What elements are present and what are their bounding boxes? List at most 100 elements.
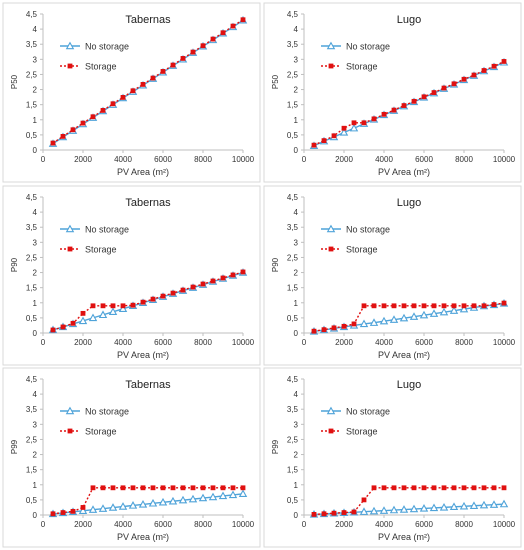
y-tick-label: 3,5	[26, 223, 38, 232]
y-tick-label: 4,5	[26, 193, 38, 202]
storage-point	[341, 323, 347, 329]
storage-point	[381, 485, 387, 491]
storage-point	[461, 76, 467, 82]
legend-no-storage-marker	[65, 224, 75, 233]
no-storage-point	[419, 504, 429, 512]
storage-point	[351, 321, 357, 327]
storage-point	[50, 327, 56, 333]
storage-point	[180, 287, 186, 293]
y-tick-label: 1,5	[26, 101, 38, 110]
no-storage-point	[78, 506, 88, 514]
legend-storage-label: Storage	[85, 427, 117, 437]
legend-storage-marker	[67, 63, 73, 69]
y-tick-label: 2,5	[287, 70, 299, 79]
x-tick-label: 6000	[154, 155, 172, 164]
x-tick-label: 10000	[232, 520, 255, 529]
y-tick-label: 0,5	[287, 314, 299, 323]
storage-point	[321, 327, 327, 333]
y-tick-label: 0,5	[26, 496, 38, 505]
storage-point	[180, 56, 186, 61]
no-storage-point	[158, 497, 168, 506]
storage-point	[140, 82, 146, 87]
storage-point	[461, 303, 467, 309]
y-tick-label: 2	[294, 269, 299, 278]
storage-point	[150, 485, 156, 491]
x-tick-label: 10000	[232, 155, 255, 164]
storage-point	[441, 85, 447, 91]
no-storage-point	[359, 319, 369, 328]
storage-point	[210, 485, 216, 491]
no-storage-point	[98, 504, 108, 512]
panel-border	[263, 2, 522, 183]
legend-storage-label: Storage	[346, 427, 378, 437]
x-axis-label: PV Area (m²)	[117, 350, 169, 360]
panel-border	[263, 367, 522, 548]
legend-storage-marker	[328, 246, 334, 252]
storage-point	[341, 125, 347, 131]
y-tick-label: 3	[294, 55, 299, 64]
no-storage-point	[409, 504, 419, 513]
legend-no-storage-marker	[326, 41, 336, 50]
storage-point	[361, 303, 367, 309]
x-tick-label: 8000	[455, 155, 473, 164]
storage-point	[481, 68, 487, 73]
no-storage-point	[389, 505, 399, 514]
no-storage-point	[409, 312, 419, 320]
no-storage-point	[449, 306, 459, 314]
storage-point	[391, 485, 397, 491]
no-storage-point	[128, 501, 138, 509]
y-tick-label: 4,5	[287, 10, 299, 19]
storage-point	[361, 120, 367, 126]
y-axis-label: P90	[271, 257, 280, 272]
y-tick-label: 2	[33, 86, 38, 95]
y-tick-label: 4	[33, 390, 38, 399]
storage-point	[331, 325, 337, 331]
storage-point	[361, 497, 367, 503]
storage-point	[110, 485, 116, 491]
storage-point	[441, 485, 447, 491]
no-storage-point	[479, 500, 489, 509]
x-tick-label: 10000	[232, 338, 255, 347]
storage-point	[351, 120, 357, 126]
storage-point	[170, 485, 176, 491]
y-tick-label: 3,5	[26, 40, 38, 49]
no-storage-point	[148, 498, 158, 507]
y-axis-label: P50	[271, 74, 280, 89]
storage-point	[431, 485, 437, 491]
storage-point	[160, 69, 166, 74]
no-storage-point	[108, 307, 118, 316]
storage-point	[421, 94, 427, 100]
storage-point	[110, 303, 116, 309]
y-tick-label: 3	[33, 420, 38, 429]
x-tick-label: 8000	[194, 155, 212, 164]
storage-point	[471, 72, 477, 78]
y-tick-label: 0	[33, 511, 38, 520]
storage-point	[471, 303, 477, 309]
storage-point	[371, 485, 377, 491]
no-storage-point	[88, 313, 98, 322]
x-tick-label: 4000	[114, 155, 132, 164]
x-tick-label: 2000	[74, 155, 92, 164]
x-tick-label: 2000	[74, 520, 92, 529]
no-storage-point	[369, 506, 379, 515]
x-tick-label: 6000	[415, 338, 433, 347]
legend-storage-marker	[67, 428, 73, 434]
storage-point	[200, 281, 206, 287]
chart-title: Lugo	[397, 14, 421, 26]
chart-panel-2: 0 0,5 1 1,5 2 2,5 3 3,5 4 4,5 0 2000 4000 6000 8000 100…	[263, 2, 522, 183]
storage-point	[311, 511, 317, 517]
storage-point	[190, 485, 196, 491]
storage-point	[60, 324, 66, 330]
y-tick-label: 0	[294, 511, 299, 520]
y-tick-label: 4,5	[26, 375, 38, 384]
chart-title: Lugo	[397, 197, 421, 209]
y-tick-label: 2,5	[26, 435, 38, 444]
storage-point	[230, 23, 236, 29]
storage-point	[501, 485, 507, 491]
no-storage-point	[228, 490, 238, 499]
no-storage-point	[369, 318, 379, 326]
storage-point	[180, 485, 186, 491]
x-axis-label: PV Area (m²)	[378, 532, 430, 542]
x-tick-label: 2000	[335, 155, 353, 164]
no-storage-point	[98, 310, 108, 319]
